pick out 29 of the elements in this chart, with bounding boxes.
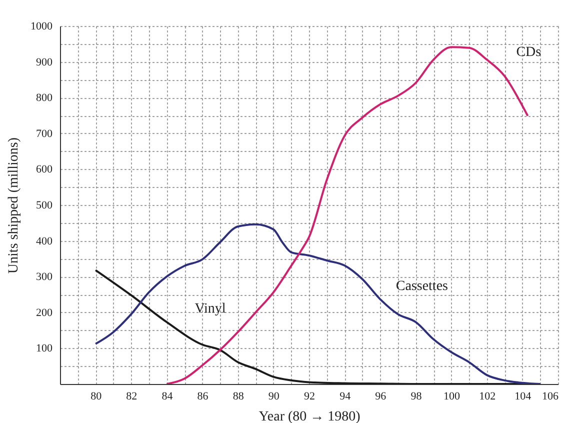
y-tick-label: 1000 [30, 20, 53, 32]
x-tick-label: 86 [197, 390, 209, 402]
series-label: Cassettes [396, 279, 448, 294]
x-tick-label: 102 [479, 390, 496, 402]
x-tick-label: 106 [542, 390, 559, 402]
y-tick-label: 300 [36, 271, 53, 284]
x-tick-label: 88 [232, 390, 244, 402]
x-tick-label: 104 [514, 390, 532, 402]
x-tick-label: 90 [268, 390, 280, 402]
y-tick-label: 800 [36, 92, 53, 104]
y-tick-label: 900 [36, 56, 53, 68]
y-tick-label: 200 [36, 306, 53, 319]
series-label: Vinyl [194, 302, 226, 317]
x-tick-label: 100 [444, 390, 461, 402]
x-tick-label: 82 [126, 390, 138, 402]
y-tick-label: 600 [36, 164, 53, 176]
y-tick-label: 400 [36, 235, 53, 248]
y-tick-label: 500 [36, 200, 53, 212]
y-tick-label: 100 [36, 342, 53, 355]
x-tick-label: 98 [410, 390, 422, 402]
x-tick-label: 84 [162, 390, 174, 402]
x-tick-label: 94 [340, 390, 352, 402]
y-axis-title: Units shipped (millions) [6, 137, 22, 274]
x-tick-label: 92 [304, 390, 315, 402]
x-tick-label: 96 [375, 390, 387, 402]
series-label: CDs [516, 45, 542, 60]
line-series [94, 223, 542, 384]
y-tick-label: 700 [36, 128, 53, 140]
x-tick-label: 80 [90, 390, 102, 402]
